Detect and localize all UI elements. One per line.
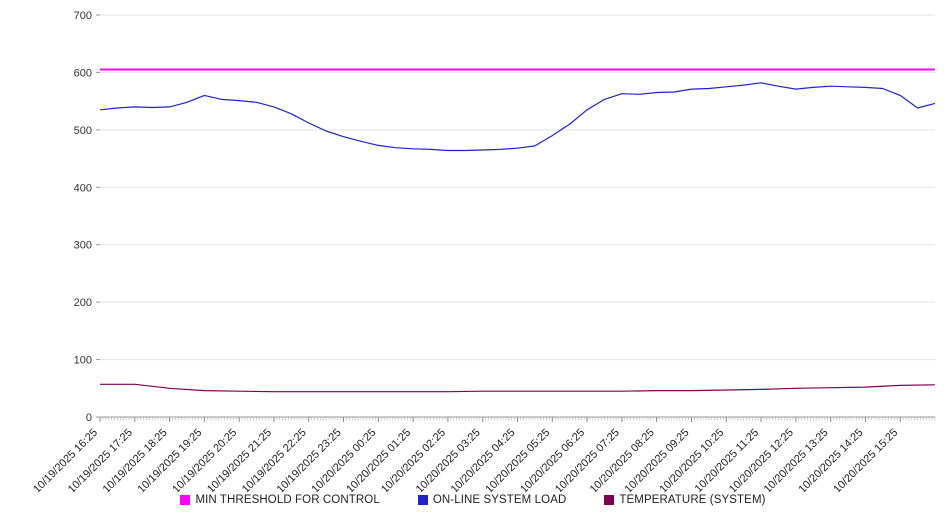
chart-legend: MIN THRESHOLD FOR CONTROL ON-LINE SYSTEM…: [0, 494, 946, 506]
x-tick-label: 10/19/2025 19:25: [135, 427, 204, 492]
y-tick-label: 200: [74, 297, 92, 309]
x-tick-label: 10/20/2025 05:25: [483, 427, 552, 492]
y-tick-label: 400: [74, 182, 92, 194]
y-tick-label: 0: [86, 412, 92, 424]
x-tick-label: 10/20/2025 11:25: [693, 427, 761, 492]
y-tick-label: 700: [74, 10, 92, 22]
x-tick-label: 10/20/2025 04:25: [449, 427, 518, 492]
x-tick-label: 10/20/2025 03:25: [414, 427, 483, 492]
x-tick-label: 10/20/2025 08:25: [588, 427, 657, 492]
x-tick-label: 10/20/2025 10:25: [657, 427, 726, 492]
x-tick-label: 10/20/2025 00:25: [309, 427, 378, 492]
x-tick-label: 10/20/2025 13:25: [762, 427, 831, 492]
x-tick-label: 10/20/2025 06:25: [518, 427, 587, 492]
legend-item-temperature: TEMPERATURE (SYSTEM): [604, 494, 765, 506]
x-tick-label: 10/19/2025 21:25: [205, 427, 274, 492]
x-tick-label: 10/20/2025 07:25: [553, 427, 622, 492]
x-tick-label: 10/19/2025 18:25: [101, 427, 170, 492]
temperature-swatch-icon: [604, 495, 615, 505]
min-threshold-swatch-icon: [180, 495, 191, 505]
legend-item-system-load: ON-LINE SYSTEM LOAD: [417, 494, 567, 506]
y-tick-label: 500: [74, 125, 92, 137]
x-tick-label: 10/19/2025 17:25: [66, 427, 135, 492]
legend-label: ON-LINE SYSTEM LOAD: [432, 494, 567, 506]
legend-label: MIN THRESHOLD FOR CONTROL: [195, 494, 380, 506]
series-line: [99, 82, 936, 152]
x-tick-label: 10/19/2025 22:25: [240, 427, 309, 492]
x-tick-label: 10/19/2025 23:25: [275, 427, 344, 492]
y-tick-label: 600: [74, 67, 92, 79]
x-tick-label: 10/19/2025 20:25: [170, 427, 239, 492]
legend-label: TEMPERATURE (SYSTEM): [619, 494, 766, 506]
x-tick-label: 10/20/2025 09:25: [623, 427, 692, 492]
x-tick-label: 10/20/2025 14:25: [796, 427, 865, 492]
legend-item-min-threshold: MIN THRESHOLD FOR CONTROL: [180, 494, 380, 506]
x-tick-label: 10/20/2025 12:25: [727, 427, 796, 492]
x-tick-label: 10/20/2025 02:25: [379, 427, 448, 492]
system-load-swatch-icon: [417, 495, 428, 505]
x-tick-label: 10/19/2025 16:25: [31, 427, 100, 492]
y-tick-label: 300: [74, 240, 92, 252]
x-tick-label: 10/20/2025 15:25: [831, 427, 900, 492]
x-tick-label: 10/20/2025 01:25: [344, 427, 413, 492]
y-tick-label: 100: [74, 355, 92, 367]
series-line: [100, 383, 936, 393]
